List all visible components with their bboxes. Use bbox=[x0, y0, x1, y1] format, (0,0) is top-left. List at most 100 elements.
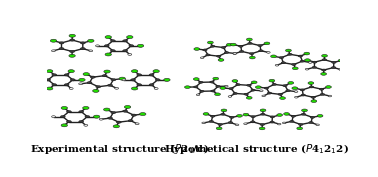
Circle shape bbox=[198, 81, 203, 83]
Circle shape bbox=[202, 122, 205, 124]
Circle shape bbox=[308, 62, 312, 63]
Circle shape bbox=[225, 85, 228, 87]
Circle shape bbox=[277, 123, 281, 125]
Circle shape bbox=[123, 40, 128, 42]
Circle shape bbox=[259, 50, 263, 52]
Circle shape bbox=[111, 79, 116, 81]
Circle shape bbox=[110, 40, 115, 42]
Circle shape bbox=[203, 113, 209, 115]
Circle shape bbox=[128, 53, 132, 55]
Circle shape bbox=[211, 115, 215, 117]
Circle shape bbox=[264, 42, 270, 45]
Circle shape bbox=[52, 84, 57, 86]
Circle shape bbox=[102, 75, 107, 77]
Circle shape bbox=[105, 53, 112, 56]
Circle shape bbox=[298, 55, 303, 57]
Circle shape bbox=[123, 110, 128, 112]
Circle shape bbox=[104, 108, 110, 111]
Circle shape bbox=[235, 124, 239, 126]
Circle shape bbox=[79, 78, 85, 81]
Circle shape bbox=[184, 86, 191, 88]
Circle shape bbox=[320, 93, 325, 95]
Circle shape bbox=[137, 44, 144, 47]
Circle shape bbox=[233, 53, 236, 54]
Circle shape bbox=[37, 79, 41, 81]
Circle shape bbox=[266, 52, 270, 53]
Circle shape bbox=[322, 69, 326, 71]
Circle shape bbox=[332, 61, 336, 63]
Circle shape bbox=[300, 89, 305, 91]
Circle shape bbox=[220, 87, 226, 89]
Circle shape bbox=[246, 96, 252, 99]
Circle shape bbox=[260, 90, 263, 92]
Circle shape bbox=[137, 74, 142, 76]
Circle shape bbox=[311, 100, 317, 102]
Circle shape bbox=[272, 83, 276, 85]
Circle shape bbox=[70, 79, 75, 81]
Circle shape bbox=[302, 109, 307, 112]
Circle shape bbox=[210, 81, 214, 83]
Circle shape bbox=[233, 92, 237, 95]
Circle shape bbox=[270, 121, 274, 123]
Circle shape bbox=[203, 49, 207, 51]
Circle shape bbox=[51, 50, 56, 52]
Circle shape bbox=[277, 114, 283, 116]
Circle shape bbox=[259, 127, 265, 130]
Circle shape bbox=[194, 78, 199, 80]
Circle shape bbox=[149, 74, 154, 76]
Circle shape bbox=[127, 36, 133, 39]
Circle shape bbox=[322, 55, 327, 57]
Circle shape bbox=[67, 121, 71, 123]
Circle shape bbox=[46, 70, 53, 73]
Circle shape bbox=[299, 124, 303, 125]
Circle shape bbox=[251, 89, 255, 91]
Circle shape bbox=[52, 74, 57, 76]
Circle shape bbox=[328, 95, 332, 97]
Circle shape bbox=[211, 45, 215, 47]
Circle shape bbox=[249, 53, 254, 55]
Circle shape bbox=[79, 121, 84, 123]
Circle shape bbox=[221, 109, 227, 112]
Circle shape bbox=[226, 43, 232, 46]
Circle shape bbox=[64, 74, 69, 76]
Text: Experimental structure ($\it{P}$2$_1$/c): Experimental structure ($\it{P}$2$_1$/c) bbox=[29, 142, 209, 156]
Circle shape bbox=[64, 84, 69, 86]
Circle shape bbox=[216, 127, 222, 130]
Circle shape bbox=[200, 90, 204, 92]
Circle shape bbox=[137, 84, 142, 86]
Circle shape bbox=[60, 116, 65, 118]
Circle shape bbox=[79, 111, 84, 113]
Circle shape bbox=[282, 122, 286, 124]
Circle shape bbox=[317, 115, 323, 117]
Circle shape bbox=[310, 116, 314, 118]
Circle shape bbox=[246, 38, 252, 41]
Circle shape bbox=[194, 48, 200, 50]
Circle shape bbox=[213, 77, 218, 80]
Circle shape bbox=[243, 113, 249, 116]
Text: Hypothetical structure ($\it{P}$4$_1$2$_1$2): Hypothetical structure ($\it{P}$4$_1$2$_… bbox=[164, 142, 349, 156]
Circle shape bbox=[128, 119, 133, 122]
Circle shape bbox=[280, 97, 285, 99]
Circle shape bbox=[283, 85, 287, 87]
Circle shape bbox=[269, 79, 275, 82]
Circle shape bbox=[230, 43, 236, 46]
Circle shape bbox=[149, 84, 154, 86]
Circle shape bbox=[338, 59, 344, 62]
Circle shape bbox=[293, 67, 298, 70]
Circle shape bbox=[312, 66, 316, 68]
Circle shape bbox=[281, 62, 285, 64]
Circle shape bbox=[123, 50, 128, 52]
Circle shape bbox=[221, 113, 225, 115]
Circle shape bbox=[80, 47, 85, 50]
Circle shape bbox=[113, 125, 119, 128]
Circle shape bbox=[239, 50, 244, 52]
Circle shape bbox=[291, 64, 296, 65]
Circle shape bbox=[135, 123, 139, 125]
Circle shape bbox=[129, 45, 134, 47]
Circle shape bbox=[96, 45, 99, 47]
Circle shape bbox=[316, 124, 319, 126]
Circle shape bbox=[260, 109, 266, 112]
Circle shape bbox=[217, 55, 221, 57]
Circle shape bbox=[68, 70, 74, 73]
Circle shape bbox=[264, 87, 269, 89]
